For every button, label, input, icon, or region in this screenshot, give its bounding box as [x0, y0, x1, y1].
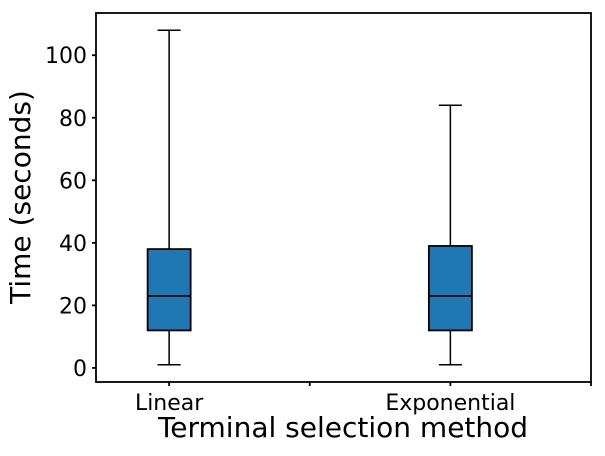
box-exponential: [427, 245, 473, 332]
y-tick-label: 100: [45, 44, 87, 69]
x-tick-label: Exponential: [385, 391, 515, 416]
y-tick-label: 0: [73, 357, 87, 382]
x-tick-label: Linear: [135, 391, 204, 416]
box-linear: [146, 248, 192, 332]
y-tick-label: 60: [59, 169, 87, 194]
y-tick-label: 80: [59, 107, 87, 132]
y-axis-title: Time (seconds): [4, 90, 37, 304]
plot-border: [95, 12, 592, 383]
x-axis-title: Terminal selection method: [157, 411, 529, 444]
y-tick-label: 40: [59, 232, 87, 257]
y-tick-label: 20: [59, 294, 87, 319]
